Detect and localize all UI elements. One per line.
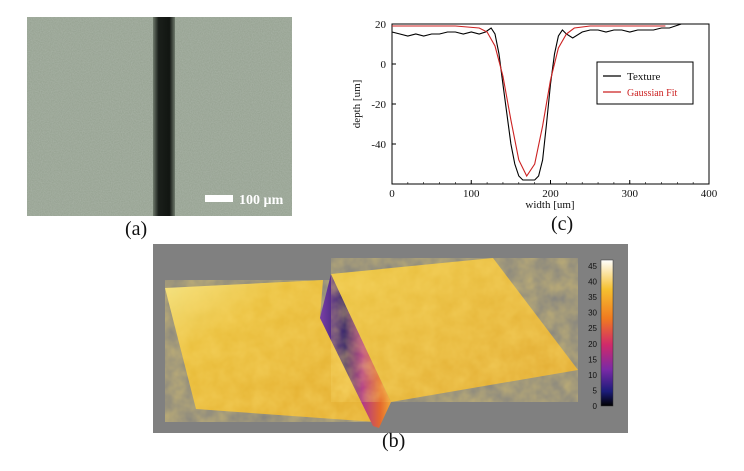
scale-bar xyxy=(205,195,233,202)
groove-trench xyxy=(320,274,391,428)
x-axis-label: width [um] xyxy=(525,199,574,211)
color-bar xyxy=(600,259,614,407)
legend-label-texture: Texture xyxy=(627,71,661,83)
caption-c: (c) xyxy=(551,213,574,235)
legend-label-gaussian: Gaussian Fit xyxy=(627,88,678,99)
scale-bar-label: 100 µm xyxy=(239,193,284,208)
surface-3d-panel-b: 0 5 10 15 20 25 30 35 40 45 xyxy=(153,244,628,433)
y-tick-label: 0 xyxy=(381,59,387,71)
colorbar-tick-label: 5 xyxy=(593,386,598,395)
x-tick-label: 0 xyxy=(389,188,395,200)
x-tick-label: 300 xyxy=(622,188,639,200)
caption-b: (b) xyxy=(382,430,406,452)
caption-a: (a) xyxy=(125,218,148,240)
series-line-gaussian-fit xyxy=(392,25,666,178)
x-tick-label: 400 xyxy=(701,188,718,200)
y-axis-label: depth [um] xyxy=(351,80,363,129)
legend: Texture Gaussian Fit xyxy=(596,61,694,105)
colorbar-tick-label: 30 xyxy=(588,309,597,318)
right-plateau-texture xyxy=(331,258,578,402)
x-tick-label: 200 xyxy=(542,188,559,200)
groove-dark-line xyxy=(153,17,175,216)
colorbar-tick-label: 10 xyxy=(588,371,597,380)
colorbar-tick-label: 25 xyxy=(588,324,597,333)
micrograph-panel-a: 100 µm xyxy=(27,17,292,216)
y-tick-label: -40 xyxy=(371,139,386,151)
colorbar-tick-label: 15 xyxy=(588,355,597,364)
colorbar-tick-label: 0 xyxy=(593,402,598,411)
y-tick-label: -20 xyxy=(371,99,386,111)
x-tick-label: 100 xyxy=(463,188,480,200)
legend-box xyxy=(596,61,694,105)
colorbar-tick-label: 40 xyxy=(588,278,597,287)
colorbar-tick-label: 45 xyxy=(588,262,597,271)
colorbar-tick-label: 35 xyxy=(588,293,597,302)
left-plateau-texture xyxy=(165,280,376,422)
colorbar-tick-label: 20 xyxy=(588,340,597,349)
series-line-texture xyxy=(391,23,682,181)
y-tick-label: 20 xyxy=(375,19,387,31)
